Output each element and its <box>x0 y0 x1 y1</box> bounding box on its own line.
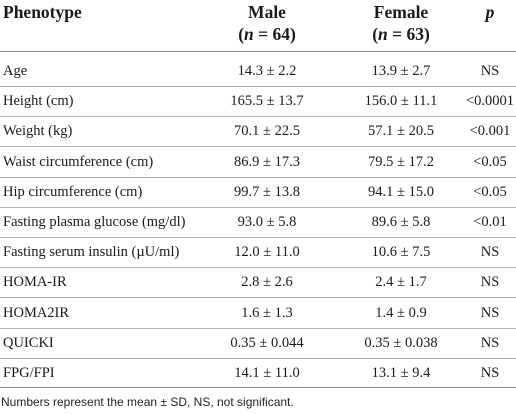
row-female-value: 89.6 ± 5.8 <box>371 214 431 230</box>
row-divider <box>0 206 516 208</box>
row-male-value: 12.0 ± 11.0 <box>234 244 300 261</box>
row-phenotype: Hip circumference (cm) <box>3 183 143 200</box>
row-male-value: 2.8 ± 2.6 <box>241 274 293 291</box>
header-female-n: (n = 63) <box>334 24 468 45</box>
row-female-value: 0.35 ± 0.038 <box>364 334 438 351</box>
row-phenotype: Age <box>3 63 28 79</box>
bottom-divider <box>0 387 516 388</box>
row-male-value: 0.35 ± 0.044 <box>230 334 304 351</box>
row-male-value: 99.7 ± 13.8 <box>234 183 300 200</box>
header-female-n-rest: = 63) <box>387 24 430 44</box>
row-male-value: 86.9 ± 17.3 <box>234 153 300 170</box>
row-phenotype: Weight (kg) <box>3 123 73 140</box>
row-p-value: NS <box>480 304 500 321</box>
row-female-value: 1.4 ± 0.9 <box>375 304 427 321</box>
row-female-value: 156.0 ± 11.1 <box>364 93 438 110</box>
row-divider <box>0 86 516 87</box>
row-p-value: NS <box>480 63 500 79</box>
header-female-n-open: ( <box>372 24 379 44</box>
header-p: p <box>485 2 495 22</box>
header-female: Female <box>373 2 429 22</box>
header-male-n-rest: = 64) <box>253 24 296 44</box>
row-p-value: <0.01 <box>473 214 507 230</box>
row-p-value: <0.05 <box>473 183 507 200</box>
row-female-value: 10.6 ± 7.5 <box>371 244 431 261</box>
row-female-value: 2.4 ± 1.7 <box>375 274 427 291</box>
row-phenotype: Waist circumference (cm) <box>3 153 154 170</box>
row-female-value: 57.1 ± 20.5 <box>368 123 434 140</box>
row-male-value: 14.3 ± 2.2 <box>237 63 297 79</box>
row-p-value: <0.0001 <box>465 93 515 110</box>
row-phenotype: Fasting plasma glucose (mg/dl) <box>3 214 186 230</box>
row-p-value: <0.05 <box>473 153 507 170</box>
header-male-n-var: n <box>244 24 254 44</box>
row-phenotype: Fasting serum insulin (µU/ml) <box>3 244 180 261</box>
row-phenotype: QUICKI <box>3 334 54 351</box>
row-divider <box>0 146 516 148</box>
row-p-value: NS <box>480 334 500 351</box>
header-male-n-open: ( <box>238 24 245 44</box>
row-divider <box>0 357 516 359</box>
header-female-n-var: n <box>378 24 388 44</box>
row-p-value: NS <box>480 365 500 381</box>
table-header: Phenotype Male (n = 64) Female (n = 63) … <box>0 0 516 50</box>
row-p-value: <0.001 <box>469 123 511 140</box>
row-female-value: 13.1 ± 9.4 <box>371 365 431 381</box>
row-phenotype: HOMA2IR <box>3 304 70 321</box>
header-divider <box>0 51 516 52</box>
row-phenotype: HOMA-IR <box>3 274 67 291</box>
row-phenotype: FPG/FPI <box>3 365 55 381</box>
header-male-n: (n = 64) <box>200 24 334 45</box>
row-divider <box>0 176 516 178</box>
header-phenotype: Phenotype <box>3 2 82 22</box>
row-p-value: NS <box>480 244 500 261</box>
header-male: Male <box>248 2 286 22</box>
row-female-value: 13.9 ± 2.7 <box>371 63 431 79</box>
row-male-value: 1.6 ± 1.3 <box>241 304 293 321</box>
row-male-value: 165.5 ± 13.7 <box>230 93 304 110</box>
row-divider <box>0 267 516 269</box>
row-female-value: 79.5 ± 17.2 <box>368 153 434 170</box>
row-divider <box>0 237 516 238</box>
row-p-value: NS <box>480 274 500 291</box>
row-phenotype: Height (cm) <box>3 93 74 110</box>
row-male-value: 93.0 ± 5.8 <box>237 214 297 230</box>
row-male-value: 14.1 ± 11.0 <box>234 365 300 381</box>
row-divider <box>0 327 516 329</box>
table-footnote: Numbers represent the mean ± SD, NS, not… <box>1 395 294 409</box>
row-divider <box>0 297 516 299</box>
row-divider <box>0 116 516 118</box>
row-female-value: 94.1 ± 15.0 <box>368 183 434 200</box>
row-male-value: 70.1 ± 22.5 <box>234 123 300 140</box>
